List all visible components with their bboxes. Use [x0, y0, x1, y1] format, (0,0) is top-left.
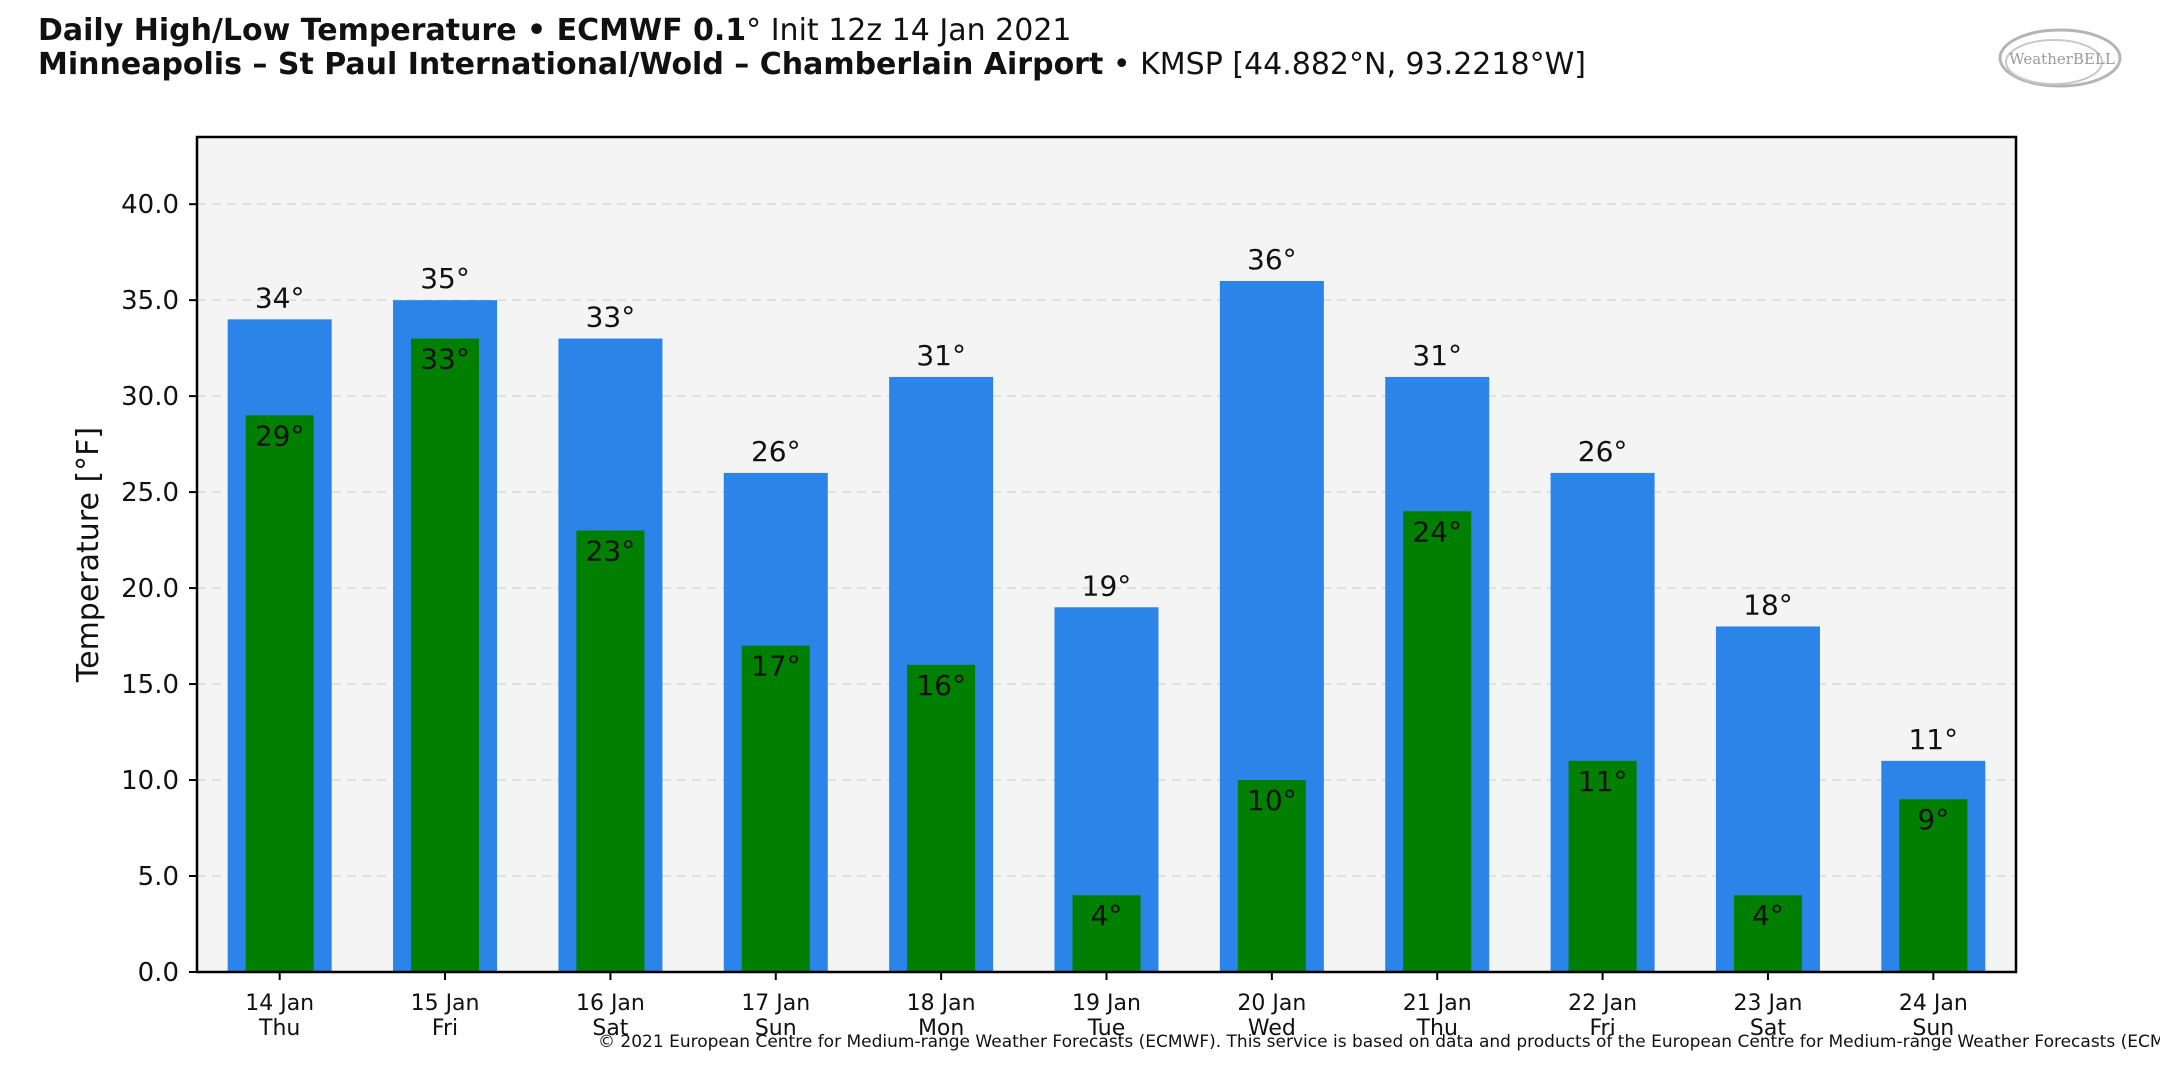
x-tick-date: 20 Jan [1237, 991, 1306, 1016]
low-value-label: 4° [1752, 899, 1784, 932]
low-bar [741, 645, 810, 972]
low-value-label: 4° [1091, 899, 1123, 932]
y-tick-label: 5.0 [138, 862, 179, 892]
high-value-label: 33° [586, 301, 636, 334]
low-bar [907, 664, 976, 972]
x-tick-weekday: Thu [1416, 1016, 1458, 1041]
x-tick-weekday: Mon [918, 1016, 964, 1041]
x-tick-weekday: Sun [1912, 1016, 1954, 1041]
chart-title: Daily High/Low Temperature • ECMWF 0.1° … [38, 13, 1072, 48]
y-tick-label: 15.0 [121, 670, 179, 700]
x-tick-weekday: Sat [592, 1016, 628, 1041]
low-bar [1072, 895, 1141, 972]
low-bar [1733, 895, 1802, 972]
high-value-label: 35° [420, 262, 470, 295]
y-axis-label: Temperature [°F] [71, 427, 106, 683]
low-value-label: 29° [255, 419, 305, 452]
x-tick-date: 19 Jan [1072, 991, 1141, 1016]
high-value-label: 18° [1743, 588, 1793, 621]
plot-frame [195, 135, 2018, 974]
high-value-label: 34° [255, 281, 305, 314]
low-value-label: 23° [586, 535, 636, 568]
x-tick-weekday: Wed [1248, 1016, 1296, 1041]
y-tick-label: 0.0 [138, 958, 179, 988]
y-tick-label: 25.0 [121, 478, 179, 508]
y-tick-label: 40.0 [121, 190, 179, 220]
x-tick-weekday: Fri [1589, 1016, 1615, 1041]
high-value-label: 31° [916, 339, 966, 372]
title-block: Daily High/Low Temperature • ECMWF 0.1° … [38, 14, 1586, 82]
low-value-label: 10° [1247, 784, 1297, 817]
y-tick-label: 10.0 [121, 766, 179, 796]
x-tick-weekday: Sun [755, 1016, 797, 1041]
low-bar [411, 338, 480, 972]
low-value-label: 17° [751, 650, 801, 683]
x-tick-date: 14 Jan [245, 991, 314, 1016]
y-tick-label: 20.0 [121, 574, 179, 604]
high-value-label: 26° [751, 435, 801, 468]
low-bar [245, 415, 314, 972]
y-tick-label: 35.0 [121, 286, 179, 316]
x-tick-date: 17 Jan [741, 991, 810, 1016]
low-bar [1237, 780, 1306, 972]
low-bar [1899, 799, 1968, 972]
low-bar [1403, 511, 1472, 972]
x-tick-date: 22 Jan [1568, 991, 1637, 1016]
x-tick-date: 15 Jan [411, 991, 480, 1016]
low-value-label: 9° [1917, 803, 1949, 836]
x-tick-weekday: Fri [432, 1016, 458, 1041]
y-tick-label: 30.0 [121, 382, 179, 412]
x-tick-weekday: Tue [1087, 1016, 1126, 1041]
low-value-label: 16° [916, 669, 966, 702]
high-value-label: 19° [1082, 569, 1132, 602]
high-value-label: 31° [1412, 339, 1462, 372]
x-tick-weekday: Thu [258, 1016, 300, 1041]
low-value-label: 24° [1412, 515, 1462, 548]
station-title: Minneapolis – St Paul International/Wold… [38, 47, 1586, 82]
svg-text:WeatherBELL: WeatherBELL [2009, 50, 2115, 68]
x-tick-date: 23 Jan [1734, 991, 1803, 1016]
x-tick-date: 18 Jan [907, 991, 976, 1016]
high-value-label: 26° [1578, 435, 1628, 468]
x-tick-weekday: Sat [1750, 1016, 1786, 1041]
x-tick-date: 24 Jan [1899, 991, 1968, 1016]
low-value-label: 11° [1578, 765, 1628, 798]
x-tick-date: 16 Jan [576, 991, 645, 1016]
x-tick-date: 21 Jan [1403, 991, 1472, 1016]
low-bar [1568, 760, 1637, 972]
low-bar [576, 530, 645, 972]
copyright-credit: © 2021 European Centre for Medium-range … [598, 1032, 2160, 1052]
high-value-label: 36° [1247, 243, 1297, 276]
low-value-label: 33° [420, 343, 470, 376]
weatherbell-logo: WeatherBELL [1998, 28, 2122, 88]
high-value-label: 11° [1908, 723, 1958, 756]
